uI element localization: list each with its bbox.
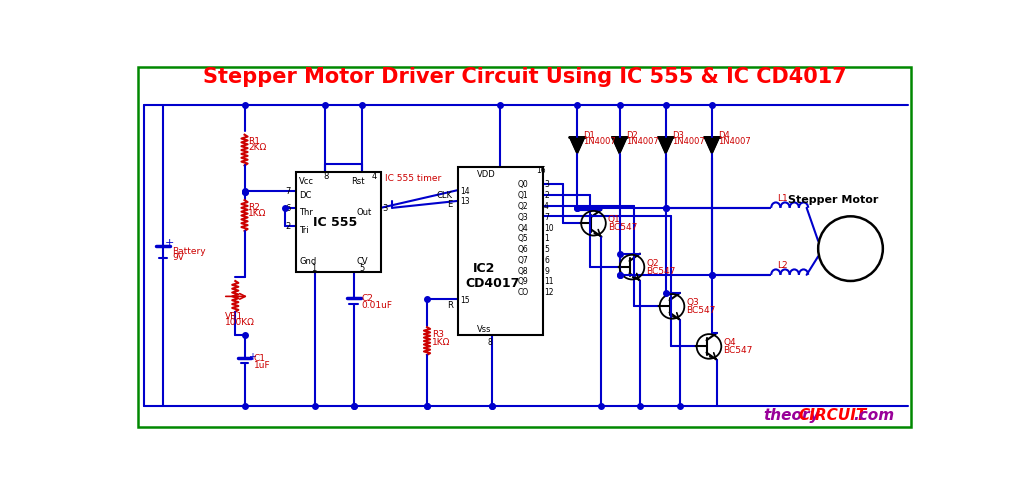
Polygon shape	[611, 138, 628, 155]
Text: VDD: VDD	[477, 169, 496, 178]
Text: Q9: Q9	[518, 277, 528, 286]
Text: 3: 3	[382, 204, 388, 213]
Text: 1N4007: 1N4007	[584, 137, 616, 146]
Text: 5: 5	[544, 244, 549, 254]
Text: +: +	[249, 351, 256, 361]
Text: C2: C2	[361, 294, 374, 303]
Text: 2KΩ: 2KΩ	[249, 143, 266, 152]
Text: 13: 13	[460, 197, 470, 206]
Text: 1N4007: 1N4007	[672, 137, 705, 146]
Text: D1: D1	[584, 131, 595, 140]
Text: IC2: IC2	[473, 261, 496, 274]
Text: DC: DC	[299, 191, 311, 200]
Text: Q5: Q5	[518, 234, 528, 243]
Polygon shape	[705, 138, 720, 155]
Text: CLK: CLK	[436, 191, 453, 200]
Bar	[296, 172, 381, 272]
Text: Rst: Rst	[351, 177, 365, 186]
Text: R3: R3	[432, 329, 443, 338]
Text: CD4017: CD4017	[466, 277, 520, 289]
Text: 14: 14	[460, 186, 470, 195]
Text: CIRCUIT: CIRCUIT	[799, 407, 867, 422]
Text: 100KΩ: 100KΩ	[224, 318, 254, 326]
Text: 7: 7	[286, 187, 291, 196]
Text: VR1: VR1	[224, 311, 243, 321]
Text: Stepper Motor Driver Circuit Using IC 555 & IC CD4017: Stepper Motor Driver Circuit Using IC 55…	[203, 67, 847, 87]
Text: L1: L1	[777, 193, 788, 202]
Text: Out: Out	[356, 208, 372, 217]
Text: Vcc: Vcc	[299, 177, 314, 186]
Text: theory: theory	[764, 407, 820, 422]
Text: Battery: Battery	[172, 246, 206, 255]
Text: 1KΩ: 1KΩ	[432, 337, 450, 346]
Text: 8: 8	[487, 337, 492, 346]
Polygon shape	[569, 138, 585, 155]
Bar	[458, 168, 543, 335]
Text: Q7: Q7	[518, 255, 528, 264]
Polygon shape	[658, 138, 674, 155]
Text: 8: 8	[323, 172, 329, 181]
Text: Q2: Q2	[646, 259, 659, 267]
Text: Q4: Q4	[518, 223, 528, 232]
Text: Q2: Q2	[518, 202, 528, 211]
Text: Q4: Q4	[724, 338, 736, 346]
Text: 6: 6	[544, 255, 549, 264]
Text: 3: 3	[544, 180, 549, 189]
Text: Q1: Q1	[518, 191, 528, 200]
Text: IC 555: IC 555	[313, 216, 357, 229]
Text: 1N4007: 1N4007	[626, 137, 658, 146]
Text: Gnd: Gnd	[299, 256, 316, 265]
Text: Q3: Q3	[518, 212, 528, 222]
Text: R: R	[447, 300, 453, 309]
Text: BC547: BC547	[646, 266, 676, 275]
Text: +: +	[165, 237, 174, 247]
Text: 1: 1	[544, 234, 549, 243]
Text: 1KΩ: 1KΩ	[249, 208, 266, 218]
Text: Vss: Vss	[477, 325, 492, 333]
Text: BC547: BC547	[724, 346, 753, 354]
Text: L2: L2	[777, 260, 788, 269]
Text: Q8: Q8	[518, 266, 528, 275]
Text: BC547: BC547	[608, 223, 637, 231]
Text: R1: R1	[249, 137, 260, 146]
Text: Tri: Tri	[299, 225, 309, 234]
Text: 4: 4	[544, 202, 549, 211]
Text: Q3: Q3	[686, 298, 699, 306]
Text: C1: C1	[254, 354, 266, 363]
Text: 1N4007: 1N4007	[718, 137, 751, 146]
Text: CO: CO	[518, 287, 529, 297]
Text: D4: D4	[718, 131, 730, 140]
Text: 6: 6	[286, 204, 291, 213]
Text: 5: 5	[359, 264, 365, 273]
Text: 4: 4	[372, 172, 377, 181]
Text: Q0: Q0	[518, 180, 528, 189]
Text: 0.01uF: 0.01uF	[361, 300, 392, 309]
Text: R2: R2	[249, 203, 260, 211]
Text: 11: 11	[544, 277, 554, 286]
Text: Q6: Q6	[518, 244, 528, 254]
Text: Thr: Thr	[299, 208, 313, 217]
Text: 7: 7	[544, 212, 549, 222]
Text: 9V: 9V	[172, 252, 184, 261]
Text: 2: 2	[544, 191, 549, 200]
Text: 16: 16	[537, 165, 546, 175]
Text: Q1: Q1	[608, 215, 621, 224]
Text: 10: 10	[544, 223, 554, 232]
Text: 1: 1	[311, 264, 316, 273]
Text: D3: D3	[672, 131, 684, 140]
Text: CV: CV	[356, 256, 368, 265]
Text: Stepper Motor: Stepper Motor	[788, 194, 879, 204]
Text: 12: 12	[544, 287, 554, 297]
Text: 2: 2	[286, 222, 291, 230]
Text: .com: .com	[853, 407, 894, 422]
Text: 1uF: 1uF	[254, 360, 270, 369]
Text: D2: D2	[626, 131, 637, 140]
Text: 9: 9	[544, 266, 549, 275]
Text: E: E	[447, 200, 453, 209]
Text: 15: 15	[460, 295, 470, 305]
Text: IC 555 timer: IC 555 timer	[385, 174, 441, 183]
Text: BC547: BC547	[686, 305, 716, 314]
